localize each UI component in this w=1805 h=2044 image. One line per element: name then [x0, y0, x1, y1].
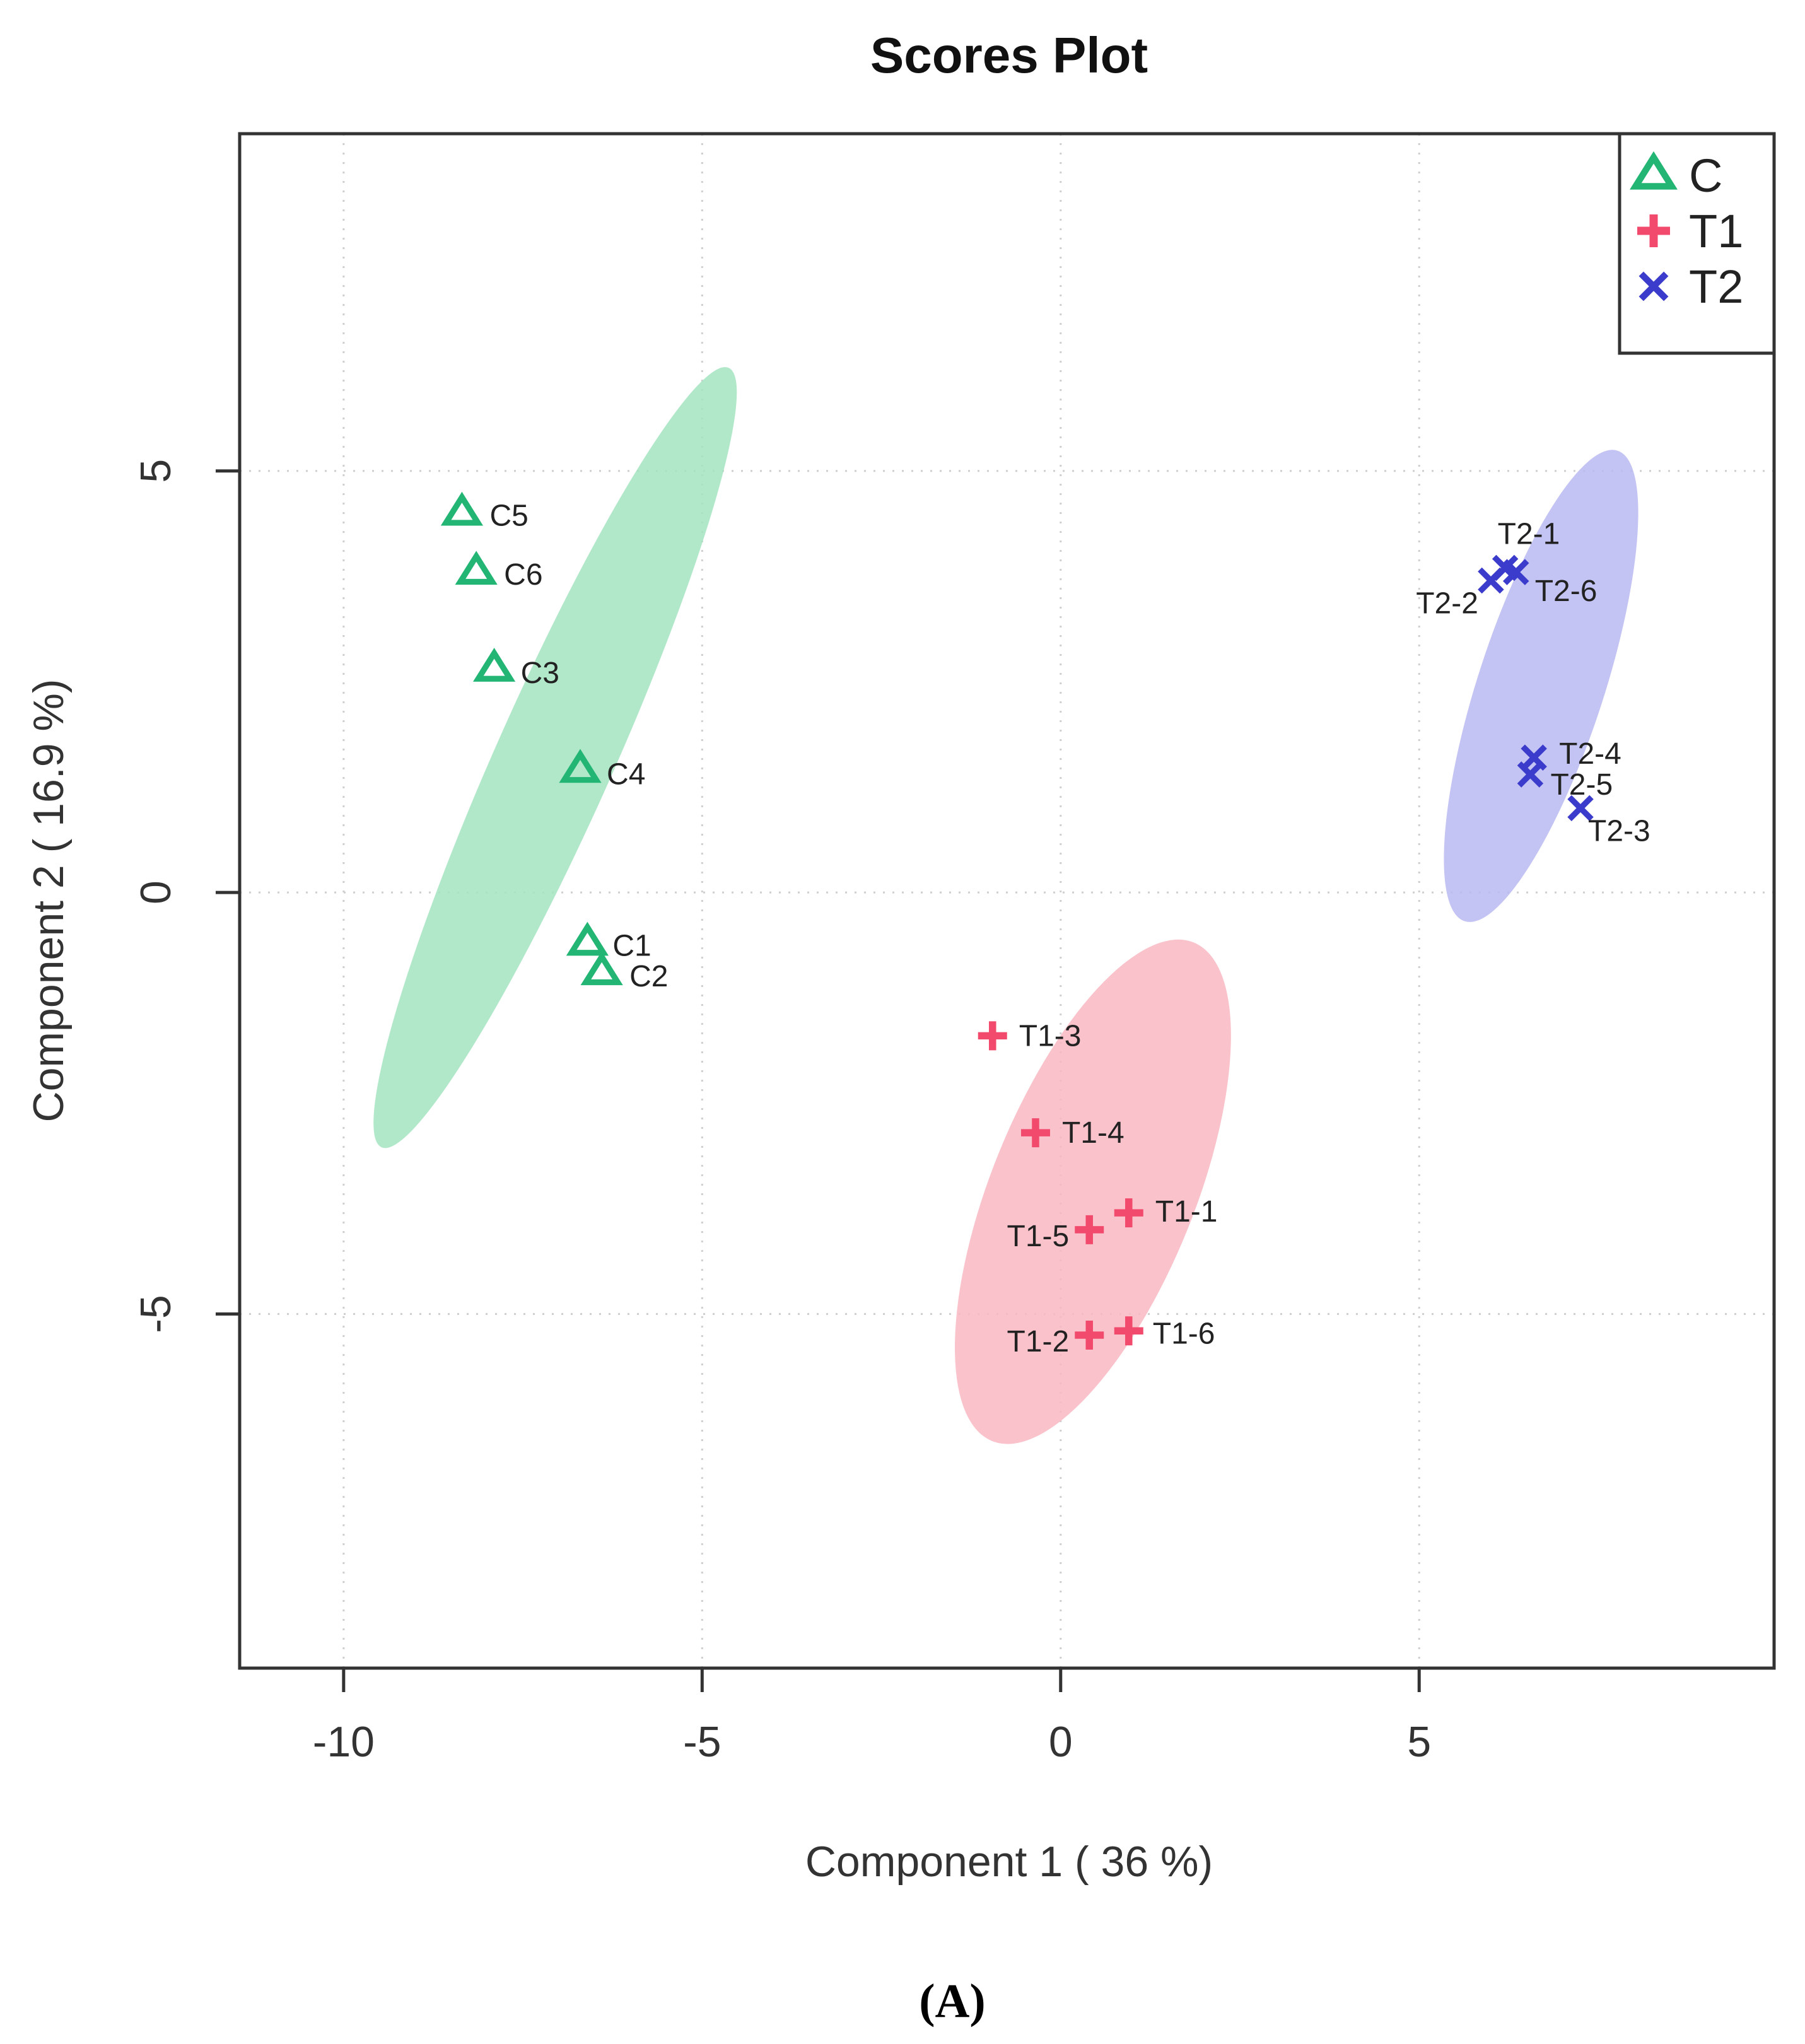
point-label-c6: C6 — [504, 558, 542, 592]
point-t2-3 — [1567, 795, 1594, 822]
point-c2 — [580, 951, 623, 986]
point-label-t2-1: T2-1 — [1498, 517, 1560, 551]
point-label-t1-6: T1-6 — [1153, 1317, 1215, 1350]
point-t2-6 — [1502, 559, 1529, 585]
point-t1-2 — [1075, 1320, 1104, 1350]
legend-label-t1: T1 — [1689, 205, 1743, 257]
point-label-c1: C1 — [612, 929, 651, 962]
point-label-c3: C3 — [521, 657, 559, 690]
point-label-t2-4: T2-4 — [1559, 737, 1621, 771]
point-label-t1-2: T1-2 — [1007, 1325, 1070, 1358]
point-label-t1-3: T1-3 — [1019, 1019, 1082, 1053]
point-t1-4 — [1020, 1118, 1050, 1148]
y-axis-title: Component 2 ( 16.9 %) — [25, 679, 73, 1122]
point-c6 — [455, 551, 498, 585]
legend-marker-t2 — [1639, 271, 1669, 301]
legend-label-t2: T2 — [1689, 260, 1743, 313]
panel-label: (A) — [919, 1975, 986, 2028]
point-t2-5 — [1517, 761, 1544, 788]
x-tick-label: 5 — [1407, 1718, 1431, 1766]
point-label-t1-5: T1-5 — [1007, 1220, 1070, 1253]
point-c4 — [559, 749, 602, 783]
point-c1 — [566, 921, 609, 956]
point-label-c4: C4 — [607, 757, 645, 791]
point-c3 — [473, 648, 516, 682]
y-tick-label: -5 — [132, 1295, 180, 1333]
ellipse-t2 — [1444, 450, 1639, 922]
point-label-t2-5: T2-5 — [1550, 768, 1613, 802]
x-axis-title: Component 1 ( 36 %) — [805, 1838, 1213, 1886]
chart-title: Scores Plot — [870, 27, 1148, 83]
point-label-t1-1: T1-1 — [1155, 1195, 1218, 1229]
confidence-ellipses — [373, 367, 1639, 1444]
legend-marker-c — [1630, 151, 1678, 190]
point-label-c5: C5 — [489, 499, 528, 533]
point-label-t1-4: T1-4 — [1062, 1116, 1124, 1150]
point-t1-3 — [978, 1021, 1007, 1051]
legend-marker-t1 — [1637, 214, 1670, 247]
x-tick-label: 0 — [1049, 1718, 1073, 1766]
point-label-t2-6: T2-6 — [1535, 575, 1598, 608]
point-label-t2-2: T2-2 — [1416, 587, 1478, 621]
legend-label-c: C — [1689, 149, 1722, 202]
point-t1-1 — [1114, 1198, 1143, 1228]
ellipse-c — [373, 367, 737, 1148]
y-tick-label: 5 — [132, 459, 180, 483]
ellipse-t1 — [955, 939, 1231, 1444]
point-t1-5 — [1075, 1215, 1104, 1244]
point-c5 — [440, 491, 484, 526]
point-label-t2-3: T2-3 — [1588, 814, 1650, 848]
data-points — [440, 491, 1594, 1350]
x-tick-label: -5 — [683, 1718, 721, 1766]
y-tick-label: 0 — [132, 880, 180, 904]
point-label-c2: C2 — [629, 960, 668, 993]
point-t2-2 — [1478, 567, 1504, 594]
x-tick-label: -10 — [313, 1718, 375, 1766]
point-t1-6 — [1114, 1316, 1143, 1346]
axes: -10 -5 0 5 -5 0 5 — [132, 459, 1431, 1766]
